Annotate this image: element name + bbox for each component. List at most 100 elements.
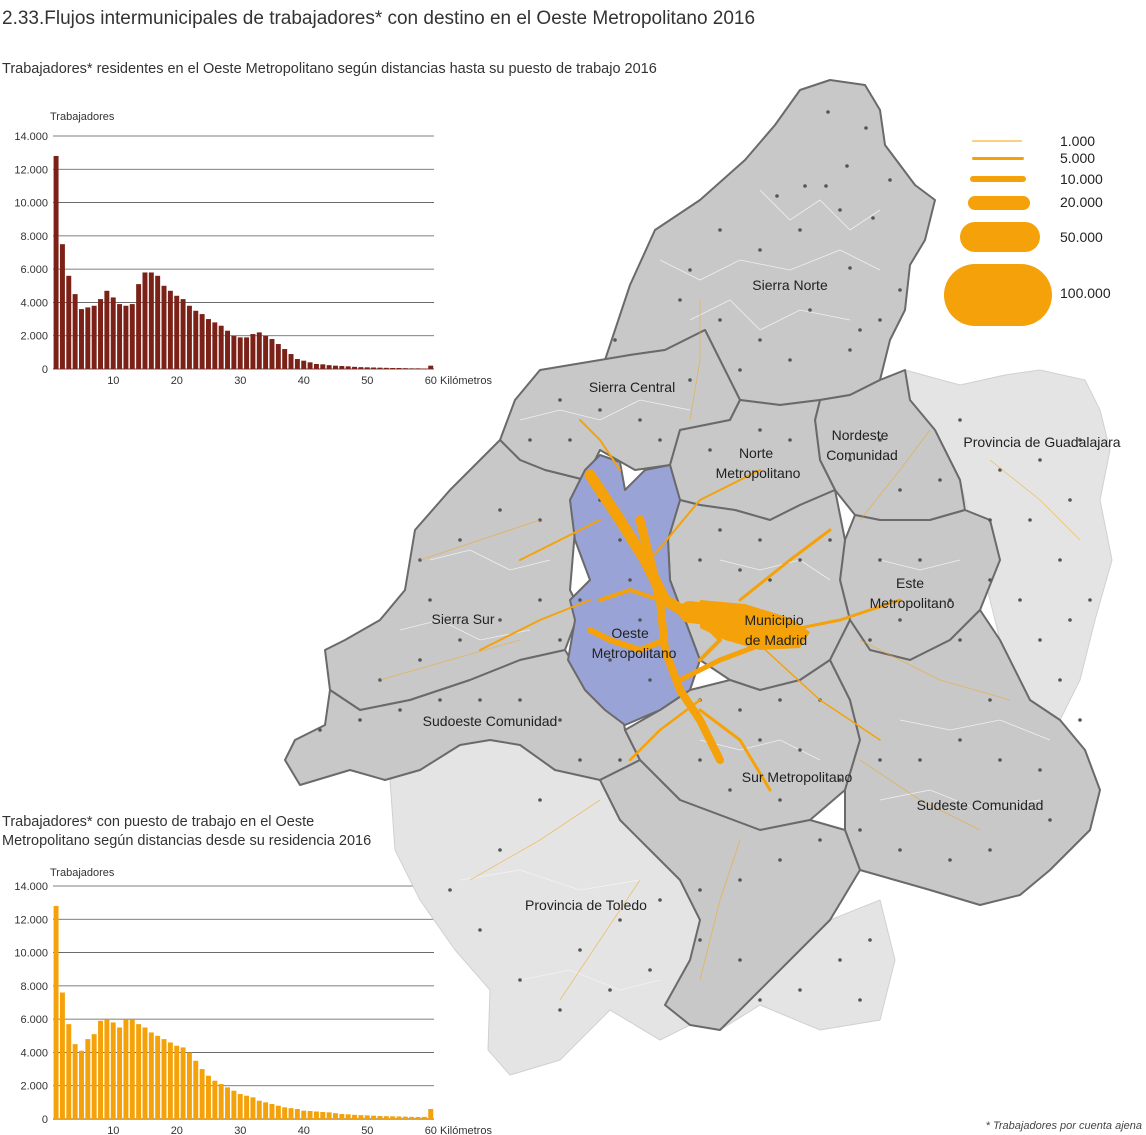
y-tick-label: 8.000 [20, 231, 48, 243]
y-tick-label: 8.000 [20, 981, 48, 993]
municipality-dot [845, 164, 849, 168]
bar [396, 368, 402, 369]
x-tick-label: 50 [361, 1125, 373, 1135]
municipality-dot [958, 638, 962, 642]
bar [307, 1111, 313, 1119]
municipality-dot [758, 248, 762, 252]
municipality-dot [998, 468, 1002, 472]
label-line: Oeste [611, 625, 649, 641]
flow-line [698, 708, 772, 792]
y-tick-label: 0 [42, 364, 48, 376]
bar [364, 1115, 370, 1119]
label-provincia-toledo: Provincia de Toledo [525, 897, 647, 913]
label-municipio-madrid: Municipio de Madrid [744, 612, 807, 648]
bar [333, 1113, 338, 1119]
flow-line [628, 698, 702, 762]
x-tick-label: 10 [107, 1125, 119, 1135]
bar [307, 362, 313, 369]
legend-swatch [960, 222, 1040, 252]
legend-swatch [944, 264, 1052, 326]
bar [174, 1045, 180, 1119]
municipality-dot [778, 698, 782, 702]
municipality-dot [578, 758, 582, 762]
region-sierra-norte [604, 79, 936, 406]
municipality-dot [648, 968, 652, 972]
municipality-dot [678, 298, 682, 302]
municipality-dot [848, 458, 852, 462]
bar [263, 1102, 269, 1119]
municipality-dot [948, 858, 952, 862]
flow-line [635, 515, 665, 605]
region-municipio-madrid [667, 489, 851, 691]
municipality-dot [1068, 618, 1072, 622]
bar [415, 368, 421, 369]
municipality-dot [608, 988, 612, 992]
y-tick-label: 10.000 [14, 198, 48, 210]
bar [256, 332, 262, 369]
region-sierra-central [499, 329, 741, 481]
flow-legend: 1.000 5.000 10.000 20.000 50.000 100.000 [944, 133, 1111, 326]
label-sierra-norte: Sierra Norte [752, 277, 828, 293]
municipality-dot [826, 110, 830, 114]
municipality-dot [478, 698, 482, 702]
bar [199, 314, 205, 369]
bar [110, 1022, 116, 1119]
municipality-dot [528, 438, 532, 442]
bar [155, 275, 161, 369]
label-oeste-metropolitano: Oeste Metropolitano [592, 625, 677, 661]
municipality-dot [738, 368, 742, 372]
municipality-dot [418, 658, 422, 662]
label-line: Metropolitano [716, 465, 801, 481]
x-axis-label: Kilómetros [440, 375, 492, 387]
bar [174, 295, 180, 369]
municipality-dot [698, 938, 702, 942]
bar [212, 322, 218, 369]
bar [104, 290, 110, 369]
municipality-dot [578, 598, 582, 602]
municipality-dot [871, 216, 875, 220]
bar [136, 1024, 142, 1119]
bar [136, 284, 142, 369]
bar [371, 1115, 377, 1119]
municipality-dot [718, 228, 722, 232]
bar [345, 366, 351, 369]
bar [294, 359, 300, 369]
y-tick-label: 6.000 [20, 1014, 48, 1026]
bar [66, 1024, 72, 1119]
municipality-dot [758, 428, 762, 432]
municipality-dot [848, 348, 852, 352]
municipality-dot [398, 708, 402, 712]
flow-line [759, 644, 881, 741]
x-tick-label: 40 [298, 1125, 310, 1135]
bar [85, 307, 91, 369]
bar [66, 275, 72, 369]
label-provincia-guadalajara: Provincia de Guadalajara [963, 434, 1120, 450]
municipality-dot [858, 828, 862, 832]
bar [313, 364, 319, 369]
y-tick-label: 10.000 [14, 948, 48, 960]
municipality-dot [1048, 818, 1052, 822]
bar [180, 1047, 186, 1119]
bar [167, 1042, 173, 1119]
bar [91, 1034, 97, 1119]
municipality-dot [1058, 558, 1062, 562]
label-line: Municipio [744, 612, 803, 628]
municipality-dot [658, 898, 662, 902]
y-tick-label: 4.000 [20, 297, 48, 309]
x-tick-label: 20 [171, 1125, 183, 1135]
municipality-dot [798, 558, 802, 562]
x-tick-label: 10 [107, 375, 119, 387]
flow-line [598, 588, 662, 602]
bar [53, 905, 59, 1119]
bar [263, 335, 269, 369]
bar [339, 1114, 345, 1119]
bar [301, 1110, 307, 1119]
municipality-dot [878, 318, 882, 322]
bar [180, 299, 186, 369]
municipality-dot [758, 338, 762, 342]
bar [142, 272, 148, 369]
municipality-dot [728, 788, 732, 792]
bar [409, 368, 415, 369]
chart-residents-distance: Trabajadores 0 2.000 4.000 6.000 8.000 10.000 1… [14, 111, 492, 387]
municipality-dot [558, 1008, 562, 1012]
